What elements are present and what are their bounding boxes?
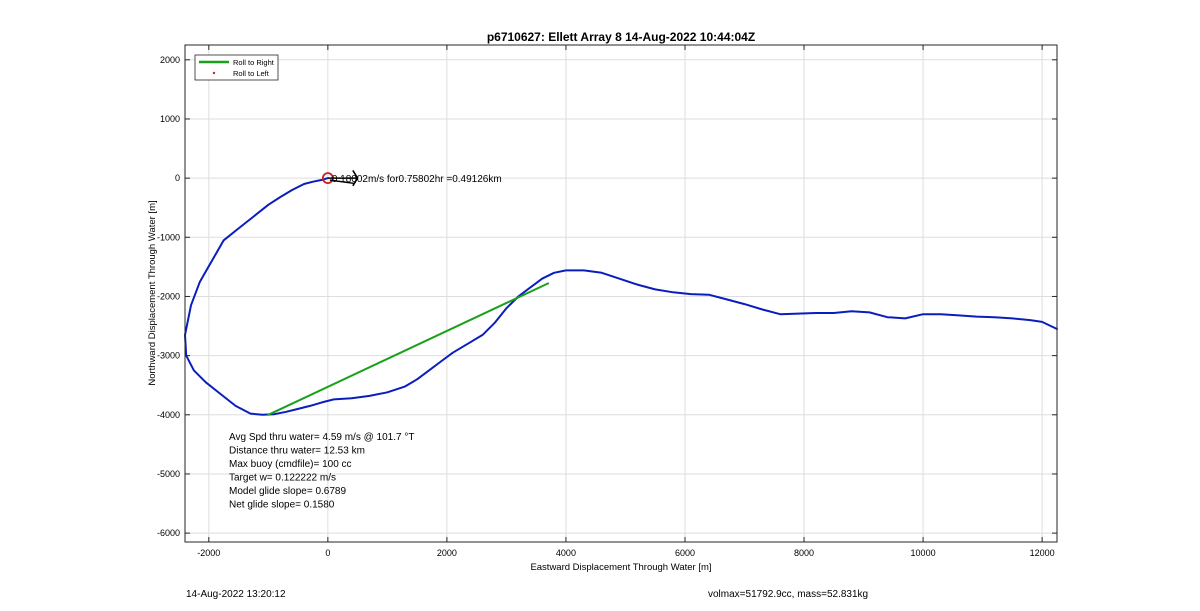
current-annotation: 0.18002m/s for0.75802hr =0.49126km xyxy=(332,174,502,185)
y-tick-label: -1000 xyxy=(157,232,180,242)
arrow-head-line xyxy=(352,170,359,179)
annotations: 0.18002m/s for0.75802hr =0.49126km Avg Sp… xyxy=(229,174,502,510)
stats-annotation: Target w= 0.122222 m/s xyxy=(229,473,336,484)
series-layer xyxy=(184,177,1058,416)
y-tick-label: -2000 xyxy=(157,291,180,301)
legend-label: Roll to Right xyxy=(233,58,275,67)
y-tick-label: -4000 xyxy=(157,410,180,420)
x-tick-label: 8000 xyxy=(794,548,814,558)
marker-layer xyxy=(321,170,359,187)
x-tick-label: 12000 xyxy=(1030,548,1055,558)
x-tick-label: 2000 xyxy=(437,548,457,558)
footer-mass-info: volmax=51792.9cc, mass=52.831kg xyxy=(708,589,869,600)
x-tick-label: 10000 xyxy=(911,548,936,558)
stats-annotation: Net glide slope= 0.1580 xyxy=(229,500,335,511)
legend-swatch-dot xyxy=(212,71,216,75)
footer-timestamp: 14-Aug-2022 13:20:12 xyxy=(186,589,286,600)
arrow-head-line xyxy=(352,177,359,187)
legend-box xyxy=(194,54,279,81)
x-axis-label: Eastward Displacement Through Water [m] xyxy=(530,562,711,573)
y-axis-label: Northward Displacement Through Water [m] xyxy=(147,200,158,385)
x-tick-label: 6000 xyxy=(675,548,695,558)
x-tick-label: -2000 xyxy=(197,548,220,558)
y-tick-label: 1000 xyxy=(160,114,180,124)
y-tick-label: 2000 xyxy=(160,55,180,65)
y-tick-label: 0 xyxy=(175,173,180,183)
x-tick-label: 4000 xyxy=(556,548,576,558)
chart-title: p6710627: Ellett Array 8 14-Aug-2022 10:… xyxy=(487,30,755,44)
series-line-1 xyxy=(184,177,1058,416)
legend-label: Roll to Left xyxy=(233,69,270,78)
stats-annotation: Model glide slope= 0.6789 xyxy=(229,486,346,497)
y-tick-label: -3000 xyxy=(157,351,180,361)
stats-annotation: Max buoy (cmdfile)= 100 cc xyxy=(229,459,352,470)
stats-annotation: Distance thru water= 12.53 km xyxy=(229,446,365,457)
series-line-2 xyxy=(267,282,550,416)
axis-ticks: -2000 0 2000 4000 6000 8000 10000 1200020001000… xyxy=(157,45,1057,558)
legend: Roll to Right Roll to Left xyxy=(194,54,279,81)
y-tick-label: -5000 xyxy=(157,469,180,479)
y-tick-label: -6000 xyxy=(157,528,180,538)
arrow-line xyxy=(329,179,355,185)
x-tick-label: 0 xyxy=(325,548,330,558)
stats-annotation: Avg Spd thru water= 4.59 m/s @ 101.7 °T xyxy=(229,432,414,443)
plot-frame xyxy=(184,44,1058,543)
